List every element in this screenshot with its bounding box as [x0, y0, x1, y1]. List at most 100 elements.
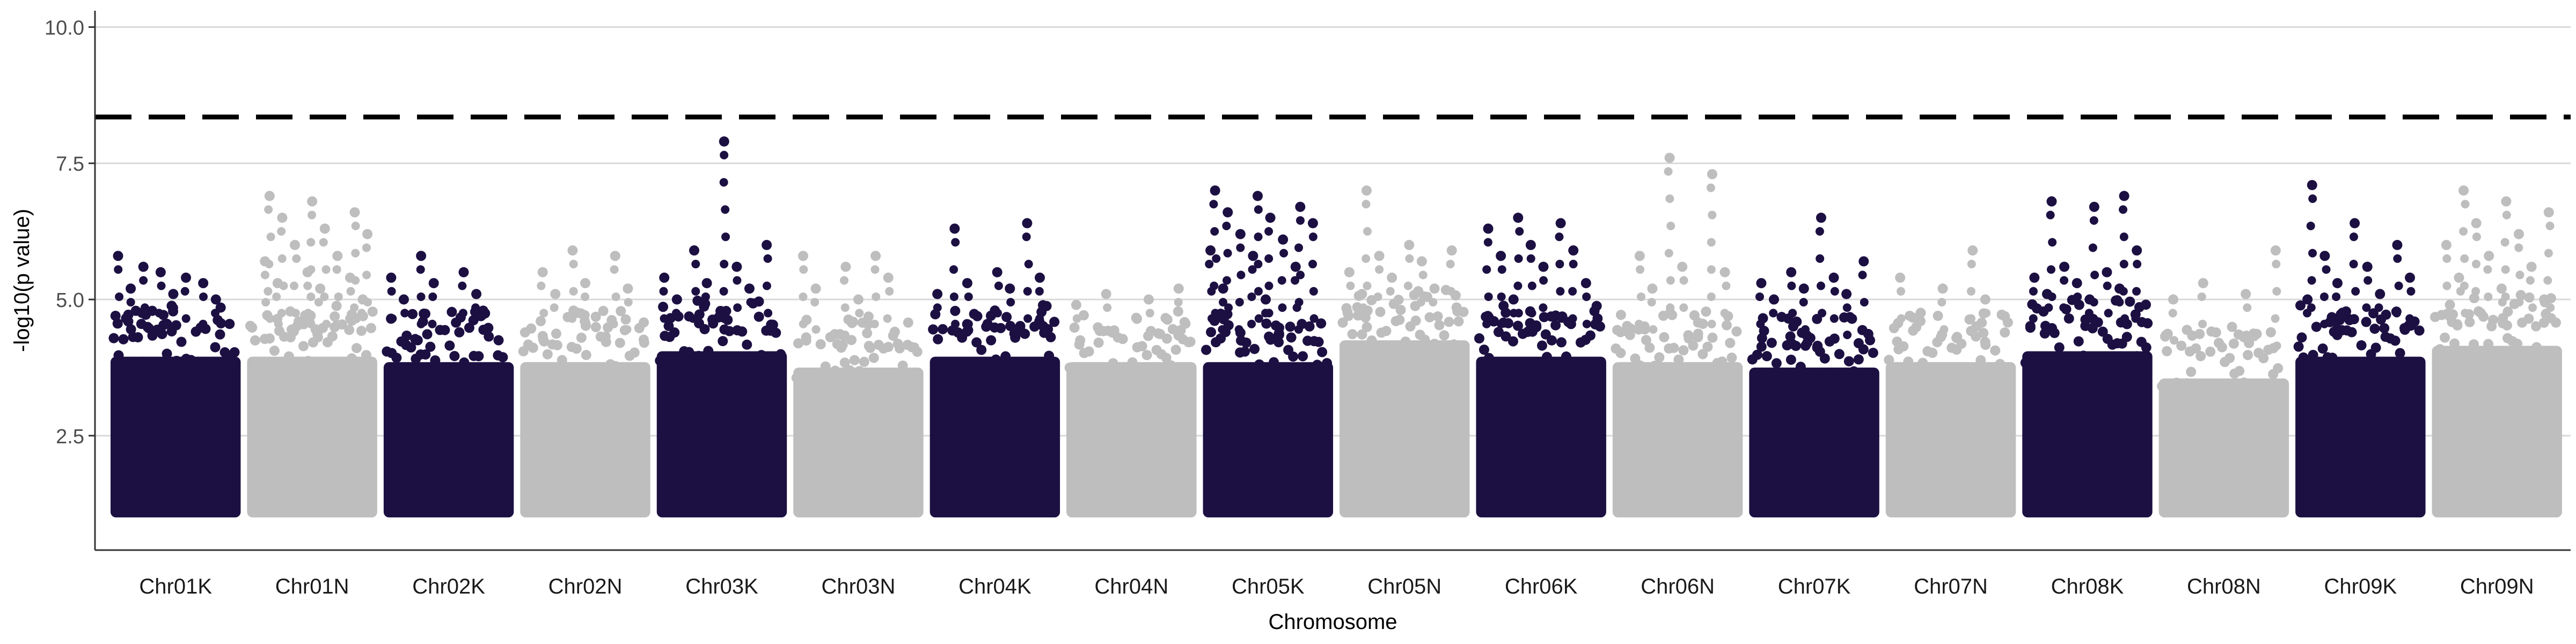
peak-point	[1769, 294, 1779, 305]
data-point	[199, 319, 208, 328]
data-point	[1084, 346, 1094, 357]
data-point	[1024, 364, 1035, 375]
data-point	[810, 298, 819, 307]
data-point	[1889, 323, 1899, 333]
data-point	[1064, 362, 1075, 373]
data-point	[2501, 265, 2510, 274]
data-point	[1247, 292, 1256, 301]
data-point	[1525, 318, 1535, 328]
data-point	[215, 329, 225, 340]
data-point	[550, 303, 559, 312]
peak-point	[1555, 218, 1566, 229]
data-point	[721, 306, 731, 317]
data-point	[157, 328, 167, 339]
data-point	[1419, 334, 1430, 345]
data-point	[1405, 254, 1414, 263]
data-point	[2390, 335, 2401, 346]
data-point	[351, 248, 360, 258]
data-point	[753, 311, 764, 322]
data-point	[2435, 344, 2446, 355]
x-axis-title: Chromosome	[1268, 610, 1397, 634]
data-point	[484, 331, 494, 342]
data-point	[2307, 276, 2316, 285]
data-point	[724, 326, 735, 336]
data-point	[361, 350, 371, 361]
data-point	[719, 314, 728, 323]
data-point	[144, 323, 155, 334]
data-point	[1541, 352, 1552, 362]
peak-point	[362, 229, 373, 239]
data-point	[1966, 314, 1975, 323]
data-point	[793, 338, 804, 349]
data-point	[401, 331, 412, 341]
data-point	[1224, 303, 1233, 312]
data-point	[1551, 361, 1562, 372]
peak-point	[2458, 185, 2469, 196]
data-point	[952, 360, 963, 370]
data-point	[1966, 287, 1975, 296]
data-point	[1291, 276, 1300, 285]
x-tick-label: Chr04K	[958, 575, 1031, 598]
data-point	[1523, 326, 1534, 337]
data-point	[2531, 321, 2542, 332]
data-point	[1109, 325, 1119, 336]
peak-point	[2307, 180, 2317, 191]
data-point	[451, 317, 462, 328]
data-point	[2239, 377, 2250, 388]
peak-point	[1035, 272, 1045, 283]
peak-point	[2168, 294, 2179, 305]
data-point	[2073, 336, 2084, 347]
peak-point	[1205, 245, 1216, 256]
peak-point	[349, 207, 360, 218]
data-point	[859, 356, 869, 367]
data-point	[614, 338, 625, 348]
data-point	[1293, 362, 1304, 373]
data-point	[1678, 345, 1689, 356]
data-point	[1249, 343, 1260, 354]
data-point	[1482, 265, 1491, 274]
data-point	[1131, 312, 1141, 323]
data-point	[1446, 260, 1455, 269]
data-point	[2393, 254, 2402, 263]
x-tick-label: Chr09K	[2324, 575, 2397, 598]
data-point	[367, 306, 378, 317]
data-point	[1497, 265, 1506, 274]
data-point	[430, 355, 441, 366]
data-point	[2523, 313, 2534, 324]
data-point	[2181, 378, 2192, 389]
data-point	[2375, 362, 2386, 372]
data-point	[2322, 265, 2331, 274]
data-point	[2126, 359, 2137, 370]
data-point	[2337, 308, 2348, 318]
data-point	[176, 336, 187, 347]
data-point	[1006, 298, 1015, 307]
data-point	[1702, 341, 1713, 352]
peak-point	[260, 256, 270, 267]
data-point	[155, 309, 164, 318]
data-point	[581, 292, 590, 301]
peak-point	[1278, 234, 1289, 245]
data-point	[1241, 337, 1252, 348]
data-point	[1812, 342, 1823, 353]
data-point	[1620, 326, 1630, 336]
data-point	[210, 342, 221, 353]
data-point	[306, 292, 316, 301]
data-point	[863, 311, 874, 322]
data-point	[733, 303, 742, 312]
peak-point	[2375, 289, 2385, 299]
chromosome-group-chr08n	[2157, 245, 2289, 518]
data-point	[1961, 367, 1972, 377]
peak-point	[762, 240, 772, 251]
peak-point	[2454, 272, 2464, 283]
data-point	[2176, 340, 2187, 351]
data-point	[2442, 254, 2451, 263]
data-point	[2196, 351, 2206, 362]
data-point	[186, 355, 196, 365]
data-point	[1555, 260, 1564, 269]
data-point	[351, 221, 360, 230]
data-point	[658, 302, 669, 312]
data-point	[113, 350, 124, 361]
data-point	[994, 281, 1003, 290]
peak-point	[1173, 283, 1184, 294]
data-point	[344, 325, 355, 335]
